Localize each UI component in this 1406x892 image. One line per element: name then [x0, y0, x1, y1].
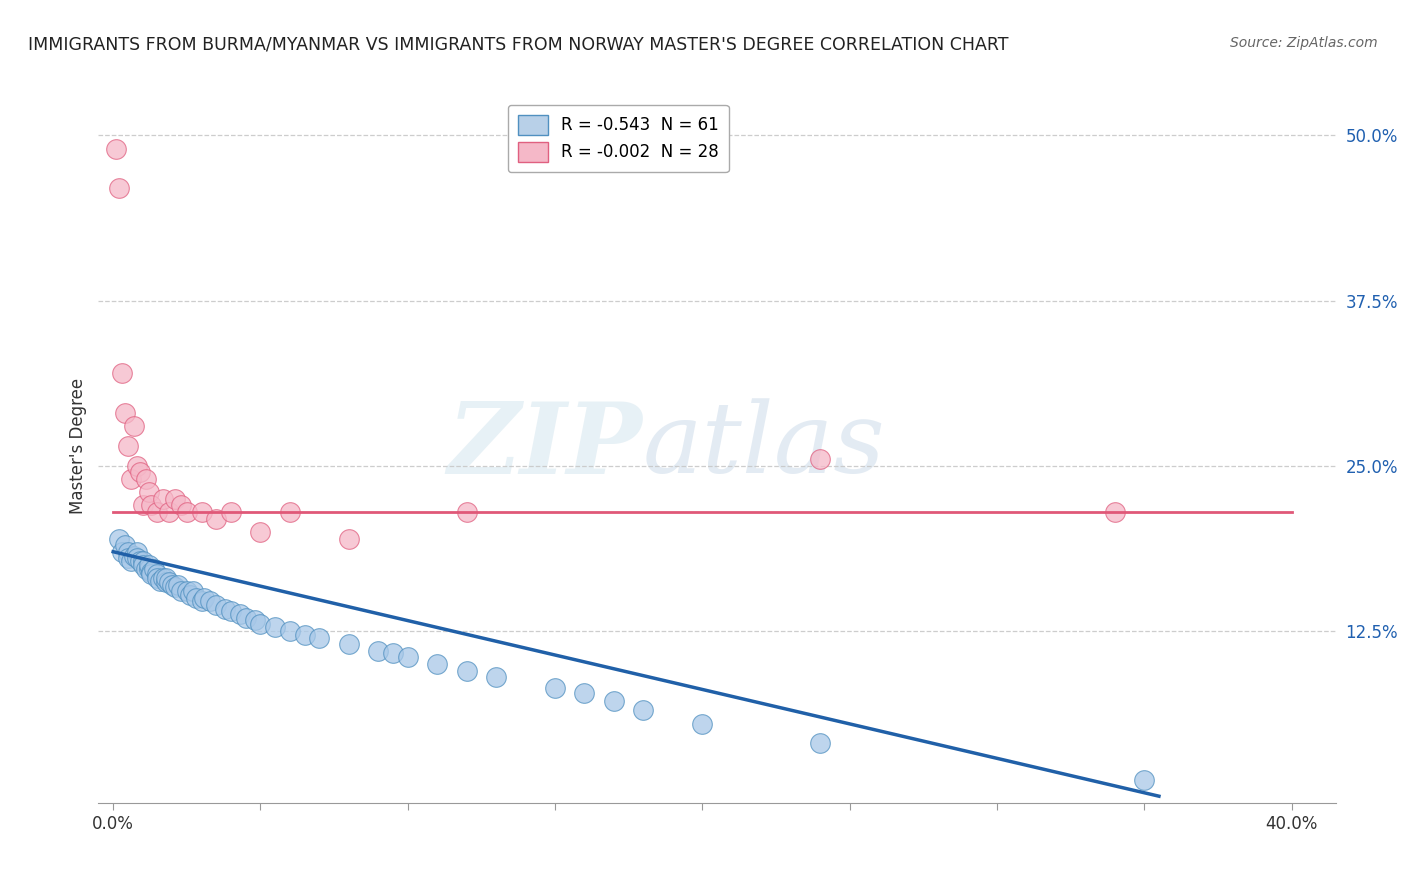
- Point: [128, 466, 150, 480]
- Text: Source: ZipAtlas.com: Source: ZipAtlas.com: [1230, 36, 1378, 50]
- Point: [131, 499, 153, 513]
- Point: [131, 554, 153, 568]
- Point: [249, 617, 271, 632]
- Point: [117, 545, 139, 559]
- Point: [176, 505, 198, 519]
- Point: [155, 575, 177, 590]
- Point: [808, 736, 831, 750]
- Point: [367, 644, 389, 658]
- Point: [146, 567, 169, 582]
- Point: [117, 439, 139, 453]
- Point: [163, 581, 186, 595]
- Point: [152, 491, 174, 506]
- Legend: R = -0.543  N = 61, R = -0.002  N = 28: R = -0.543 N = 61, R = -0.002 N = 28: [508, 104, 728, 172]
- Point: [120, 554, 142, 568]
- Point: [157, 505, 180, 519]
- Point: [141, 567, 163, 582]
- Point: [205, 511, 228, 525]
- Text: IMMIGRANTS FROM BURMA/MYANMAR VS IMMIGRANTS FROM NORWAY MASTER'S DEGREE CORRELAT: IMMIGRANTS FROM BURMA/MYANMAR VS IMMIGRA…: [28, 36, 1008, 54]
- Point: [243, 614, 266, 628]
- Point: [131, 558, 153, 572]
- Point: [308, 631, 330, 645]
- Point: [193, 591, 215, 605]
- Point: [181, 584, 204, 599]
- Point: [108, 181, 131, 195]
- Point: [111, 545, 134, 559]
- Point: [141, 499, 163, 513]
- Point: [574, 686, 596, 700]
- Point: [155, 571, 177, 585]
- Y-axis label: Master's Degree: Master's Degree: [69, 378, 87, 514]
- Point: [138, 485, 160, 500]
- Point: [122, 549, 145, 563]
- Point: [1133, 773, 1156, 788]
- Point: [157, 575, 180, 590]
- Point: [176, 584, 198, 599]
- Point: [633, 703, 655, 717]
- Point: [128, 554, 150, 568]
- Point: [692, 716, 714, 731]
- Point: [337, 532, 360, 546]
- Point: [125, 551, 148, 566]
- Point: [114, 538, 136, 552]
- Point: [108, 532, 131, 546]
- Point: [1104, 505, 1126, 519]
- Point: [160, 578, 183, 592]
- Point: [141, 565, 163, 579]
- Point: [214, 601, 236, 615]
- Point: [135, 562, 157, 576]
- Point: [190, 593, 212, 607]
- Point: [219, 505, 242, 519]
- Point: [152, 571, 174, 585]
- Point: [190, 505, 212, 519]
- Point: [125, 545, 148, 559]
- Point: [122, 419, 145, 434]
- Point: [163, 491, 186, 506]
- Point: [200, 593, 222, 607]
- Point: [264, 620, 287, 634]
- Text: ZIP: ZIP: [449, 398, 643, 494]
- Text: atlas: atlas: [643, 399, 886, 493]
- Point: [229, 607, 252, 621]
- Point: [235, 611, 257, 625]
- Point: [167, 578, 190, 592]
- Point: [456, 664, 478, 678]
- Point: [456, 505, 478, 519]
- Point: [205, 598, 228, 612]
- Point: [485, 670, 508, 684]
- Point: [120, 472, 142, 486]
- Point: [179, 588, 201, 602]
- Point: [603, 694, 626, 708]
- Point: [170, 499, 193, 513]
- Point: [219, 604, 242, 618]
- Point: [170, 584, 193, 599]
- Point: [146, 505, 169, 519]
- Point: [382, 647, 405, 661]
- Point: [146, 571, 169, 585]
- Point: [337, 637, 360, 651]
- Point: [249, 524, 271, 539]
- Point: [114, 406, 136, 420]
- Point: [143, 562, 166, 576]
- Point: [426, 657, 449, 671]
- Point: [138, 562, 160, 576]
- Point: [149, 574, 172, 588]
- Point: [111, 367, 134, 381]
- Point: [138, 558, 160, 572]
- Point: [278, 624, 301, 638]
- Point: [396, 650, 419, 665]
- Point: [294, 628, 316, 642]
- Point: [117, 551, 139, 566]
- Point: [544, 681, 567, 695]
- Point: [184, 591, 207, 605]
- Point: [278, 505, 301, 519]
- Point: [135, 472, 157, 486]
- Point: [125, 458, 148, 473]
- Point: [105, 142, 128, 156]
- Point: [808, 452, 831, 467]
